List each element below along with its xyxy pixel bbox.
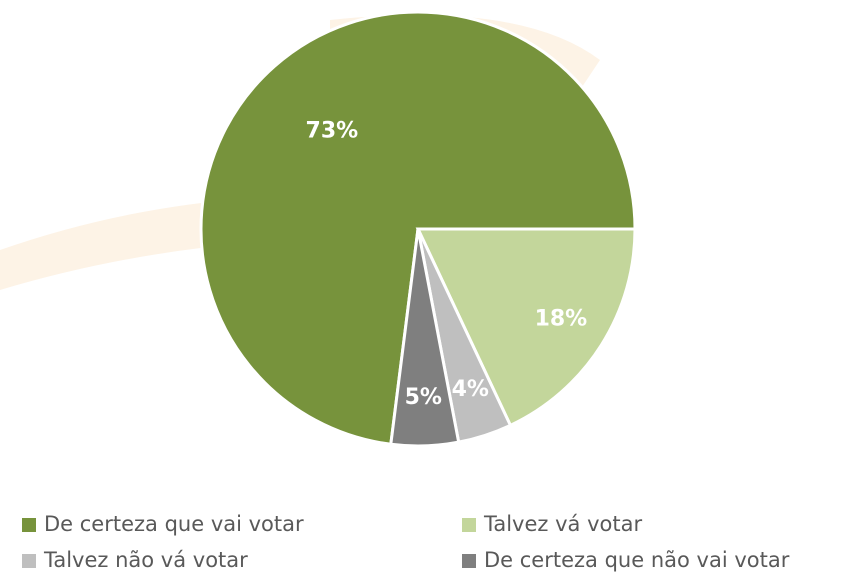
data-label: 73% [306,118,359,143]
legend-swatch [462,554,476,568]
legend-swatch [462,518,476,532]
legend-label: Talvez não vá votar [43,548,248,572]
data-label: 5% [405,385,442,410]
legend-label: De certeza que não vai votar [484,548,790,572]
legend-swatch [22,518,36,532]
legend-label: Talvez vá votar [483,512,642,536]
data-label: 18% [535,307,588,332]
legend-swatch [22,554,36,568]
data-label: 4% [452,377,489,402]
pie-slice [389,228,461,448]
pie-slice [415,227,637,428]
legend-label: De certeza que vai votar [44,512,304,536]
